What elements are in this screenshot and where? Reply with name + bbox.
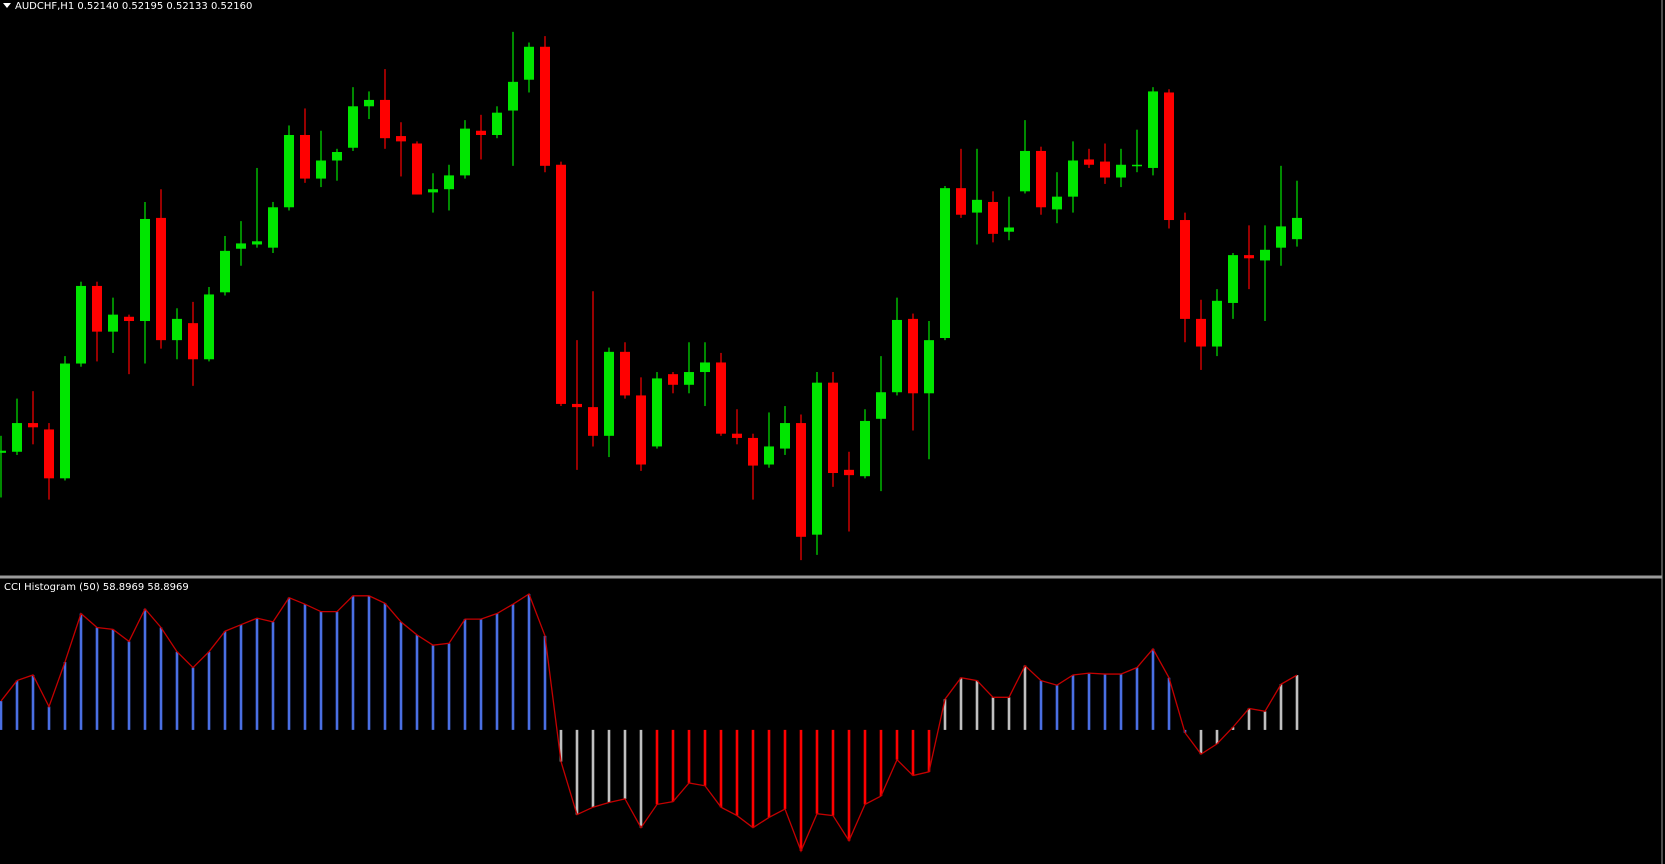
candle-body <box>892 319 902 393</box>
candle-body <box>252 241 262 245</box>
candle-body <box>636 395 646 465</box>
candle-body <box>956 188 966 215</box>
candle-body <box>1292 217 1302 240</box>
candle-body <box>12 423 22 452</box>
candle-body <box>1212 300 1222 347</box>
candle-body <box>988 201 998 234</box>
candle-body <box>1116 164 1126 178</box>
candle-body <box>380 99 390 139</box>
candle-body <box>332 152 342 161</box>
candle-body <box>92 285 102 332</box>
candle-body <box>1260 249 1270 261</box>
candle-body <box>412 143 422 195</box>
candle-body <box>908 318 918 394</box>
candle-body <box>204 294 214 360</box>
candle-body <box>924 340 934 394</box>
candle-body <box>0 450 6 453</box>
candle-body <box>732 433 742 438</box>
candle-body <box>1180 220 1190 319</box>
candle-body <box>348 106 358 148</box>
candle-body <box>780 423 790 449</box>
candle-body <box>76 285 86 364</box>
candle-body <box>284 134 294 208</box>
candle-body <box>572 403 582 408</box>
candle-body <box>876 392 886 419</box>
candle-body <box>396 136 406 142</box>
candle-body <box>508 81 518 111</box>
candle-body <box>108 314 118 332</box>
candle-body <box>1276 226 1286 248</box>
candle-body <box>652 378 662 447</box>
candle-body <box>444 175 454 190</box>
candle-body <box>236 243 246 249</box>
candle-body <box>812 382 822 535</box>
candle-body <box>1132 164 1142 167</box>
candle-body <box>1004 227 1014 232</box>
candle-body <box>588 407 598 436</box>
candle-body <box>828 382 838 474</box>
candle-body <box>124 316 134 322</box>
candle-body <box>1100 161 1110 178</box>
candle-body <box>60 363 70 479</box>
candle-body <box>492 112 502 135</box>
candle-body <box>972 199 982 213</box>
candle-body <box>1036 150 1046 208</box>
candle-body <box>28 423 38 428</box>
candle-body <box>1196 318 1206 347</box>
candle-body <box>604 351 614 436</box>
candle-body <box>1052 196 1062 210</box>
candle-body <box>1084 159 1094 165</box>
candle-body <box>428 189 438 193</box>
candle-body <box>1244 255 1254 259</box>
candle-body <box>220 250 230 293</box>
candle-body <box>700 362 710 373</box>
candle-body <box>748 437 758 466</box>
main-title: AUDCHF,H1 0.52140 0.52195 0.52133 0.5216… <box>15 1 252 12</box>
indicator-title: CCI Histogram (50) 58.8969 58.8969 <box>4 582 189 593</box>
candle-body <box>1020 150 1030 192</box>
candle-body <box>764 446 774 465</box>
candle-body <box>844 469 854 476</box>
candle-body <box>44 429 54 479</box>
candle-body <box>460 128 470 176</box>
candle-body <box>540 46 550 166</box>
candle-body <box>364 99 374 107</box>
candle-body <box>1148 91 1158 168</box>
candle-body <box>156 217 166 341</box>
candle-body <box>188 323 198 360</box>
candle-body <box>316 160 326 179</box>
candle-body <box>940 188 950 339</box>
candle-body <box>796 423 806 537</box>
candle-body <box>300 134 310 179</box>
candle-body <box>172 318 182 341</box>
candle-body <box>860 420 870 477</box>
candle-body <box>140 218 150 322</box>
candle-body <box>620 351 630 396</box>
cci-line <box>0 592 1298 853</box>
candle-body <box>1068 160 1078 197</box>
menu-triangle[interactable] <box>3 3 11 8</box>
candle-body <box>268 207 278 248</box>
marks <box>0 31 1302 853</box>
candle-body <box>524 46 534 80</box>
candle-body <box>556 164 566 404</box>
candle-body <box>668 374 678 385</box>
candle-body <box>716 362 726 434</box>
candle-body <box>476 130 486 135</box>
candle-body <box>1164 92 1174 221</box>
candle-body <box>1228 255 1238 303</box>
candle-body <box>684 372 694 385</box>
